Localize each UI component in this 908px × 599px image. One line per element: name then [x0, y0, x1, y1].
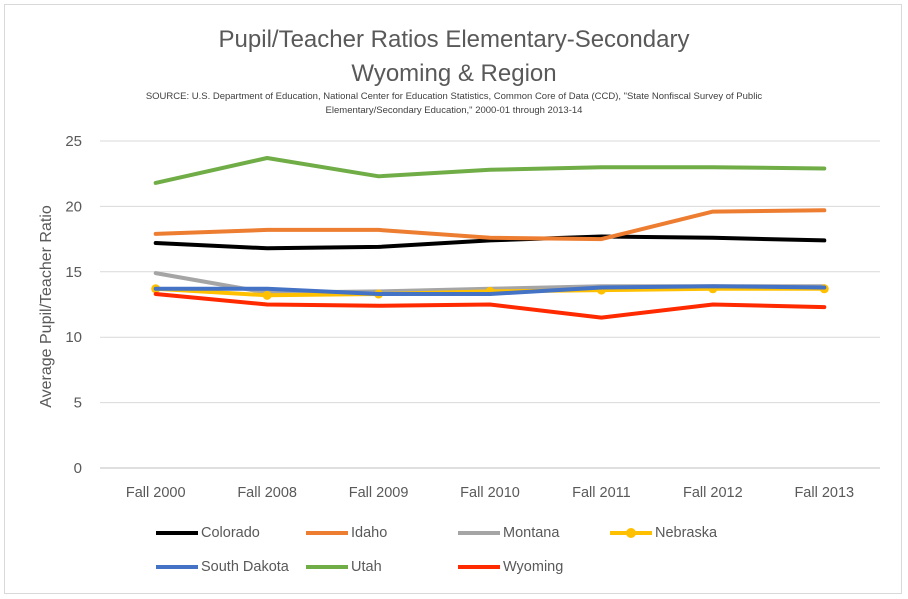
- legend-swatch: [458, 557, 500, 577]
- y-tick-label: 15: [65, 264, 82, 281]
- legend-swatch: [156, 523, 198, 543]
- legend-label: Idaho: [351, 525, 388, 541]
- y-tick-label: 5: [74, 395, 82, 412]
- legend-swatch: [458, 523, 500, 543]
- series-line-idaho: [153, 208, 827, 242]
- series-line-south-dakota: [153, 284, 827, 296]
- legend-line: [156, 565, 198, 569]
- y-tick-label: 0: [74, 460, 82, 477]
- legend-swatch: [306, 523, 348, 543]
- legend-item-nebraska: Nebraska: [610, 523, 717, 543]
- legend-label: Colorado: [201, 525, 260, 541]
- chart-title: Pupil/Teacher Ratios Elementary-Secondar…: [218, 26, 690, 53]
- legend-item-wyoming: Wyoming: [458, 557, 563, 577]
- legend-swatch: [156, 557, 198, 577]
- data-point-nebraska: [262, 290, 272, 300]
- x-tick-label: Fall 2008: [237, 485, 297, 501]
- legend-item-idaho: Idaho: [306, 523, 387, 543]
- x-tick-label: Fall 2013: [794, 485, 854, 501]
- legend-item-montana: Montana: [458, 523, 559, 543]
- x-tick-label: Fall 2011: [572, 485, 631, 501]
- legend-line: [458, 531, 500, 535]
- legend-label: Nebraska: [655, 525, 718, 541]
- legend-label: Wyoming: [503, 559, 564, 575]
- chart-frame: [4, 4, 902, 594]
- y-tick-label: 20: [65, 198, 82, 215]
- legend-swatch: [610, 523, 652, 543]
- legend-label: South Dakota: [201, 559, 289, 575]
- series-line-utah: [153, 156, 827, 185]
- series-line-wyoming: [153, 292, 827, 320]
- x-tick-label: Fall 2012: [683, 485, 743, 501]
- chart-source-note: SOURCE: U.S. Department of Education, Na…: [145, 91, 763, 116]
- x-tick-label: Fall 2010: [460, 485, 520, 501]
- legend-line: [458, 565, 500, 569]
- chart-subtitle: Wyoming & Region: [351, 60, 557, 87]
- x-tick-label: Fall 2000: [126, 485, 186, 501]
- legend-label: Montana: [503, 525, 560, 541]
- y-tick-label: 25: [65, 133, 82, 150]
- legend-marker: [626, 528, 636, 538]
- series-line-colorado: [153, 234, 827, 251]
- y-tick-label: 10: [65, 329, 82, 346]
- legend-line: [306, 531, 348, 535]
- y-axis-title: Average Pupil/Teacher Ratio: [38, 205, 55, 408]
- legend-item-south-dakota: South Dakota: [156, 557, 289, 577]
- x-tick-label: Fall 2009: [349, 485, 409, 501]
- legend-line: [306, 565, 348, 569]
- legend-line: [156, 531, 198, 535]
- legend-item-utah: Utah: [306, 557, 382, 577]
- legend-label: Utah: [351, 559, 382, 575]
- legend-item-colorado: Colorado: [156, 523, 260, 543]
- legend-swatch: [306, 557, 348, 577]
